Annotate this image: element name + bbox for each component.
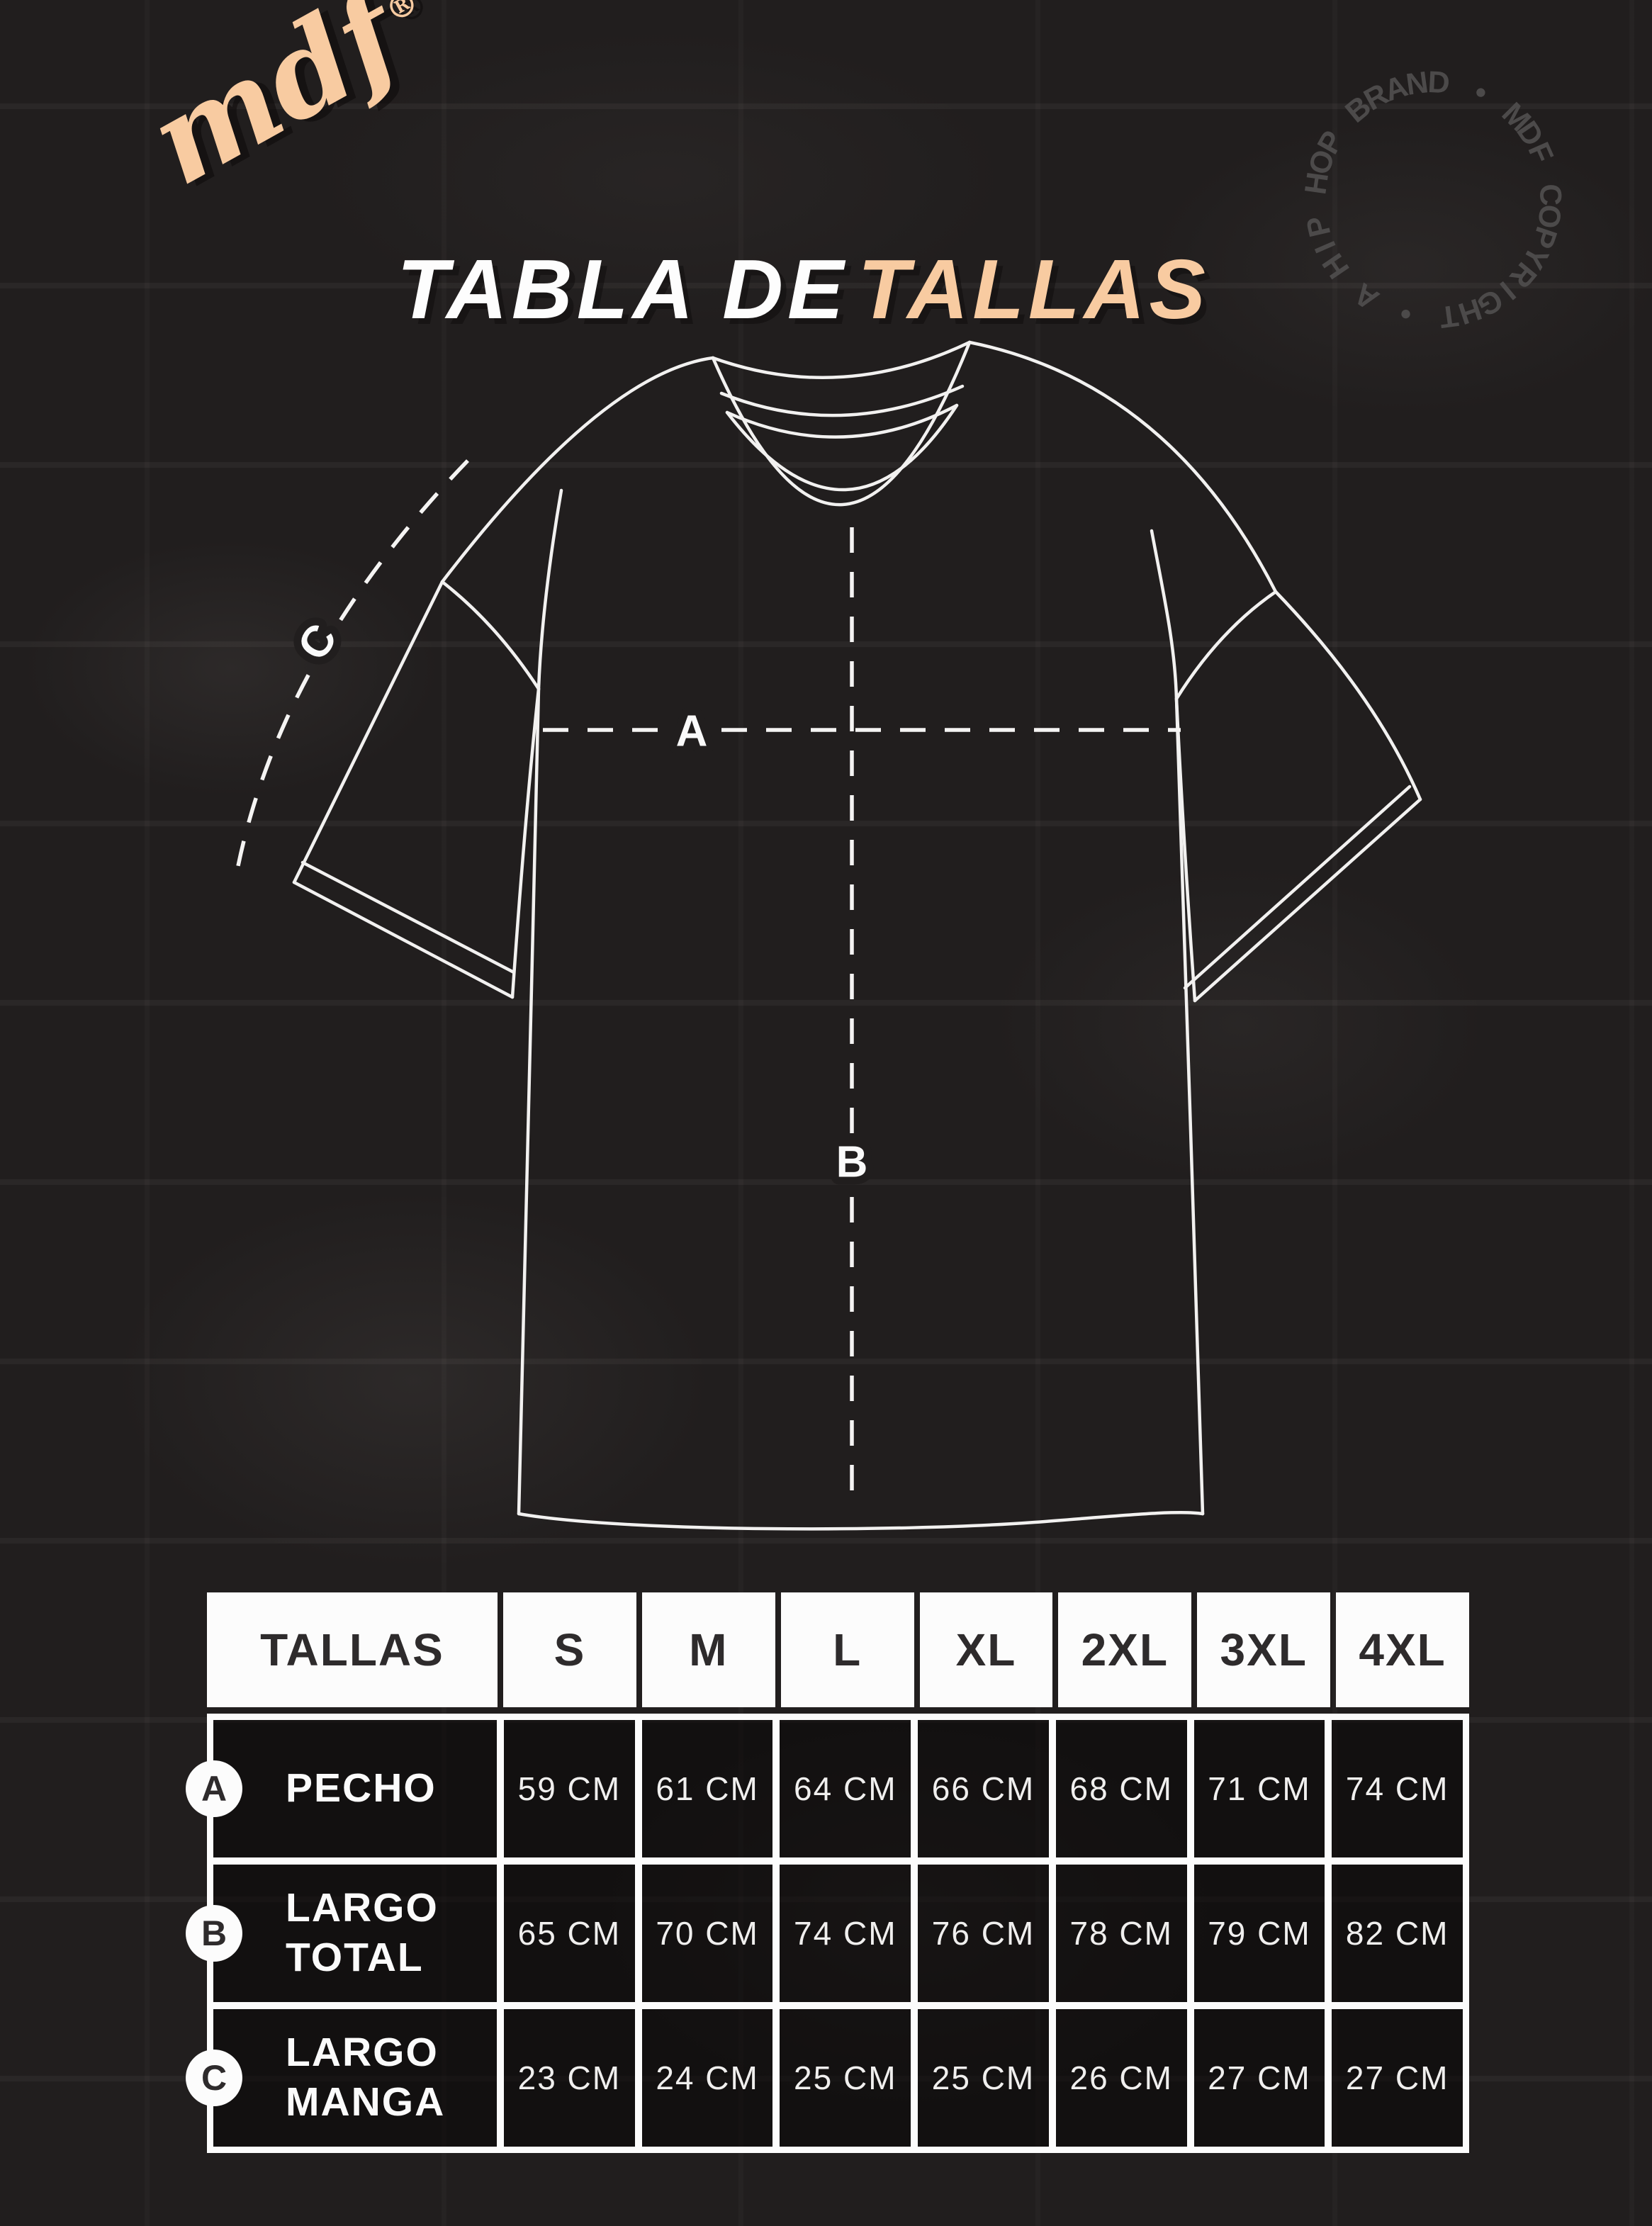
table-row: LARGO MANGA 23 CM 24 CM 25 CM 25 CM 26 CM 27 CM…: [210, 2006, 1467, 2150]
brand-logo: mdf®: [127, 0, 450, 212]
measurement-value-cell: 23 CM: [500, 2006, 639, 2150]
header-cell-size: M: [641, 1592, 775, 1707]
stamp-char: A: [1347, 276, 1386, 317]
measurement-value-cell: 26 CM: [1052, 2006, 1191, 2150]
brand-logo-text: mdf: [127, 0, 423, 213]
size-table-header: TALLAS S M L XL 2XL 3XL 4XL: [207, 1592, 1470, 1707]
row-label-line: PECHO: [286, 1765, 437, 1811]
measurement-value-cell: 78 CM: [1052, 1861, 1191, 2006]
title-highlight: TALLAS: [858, 242, 1210, 337]
sleeve-measure-line: [233, 459, 469, 881]
measurement-value-cell: 66 CM: [914, 1716, 1052, 1861]
measurement-value-cell: 61 CM: [638, 1716, 777, 1861]
row-label-line: TOTAL: [286, 1935, 424, 1980]
row-label: LARGO MANGA: [210, 2006, 500, 2150]
size-table-body: PECHO 59 CM 61 CM 64 CM 66 CM 68 CM 71 CM 74 CM…: [207, 1714, 1469, 2153]
header-cell-size: S: [503, 1592, 636, 1707]
row-badge-c: C: [186, 2050, 242, 2106]
stamp-char: T: [1437, 298, 1461, 335]
header-cell-size: 3XL: [1197, 1592, 1331, 1707]
stamp-char: •: [1468, 74, 1493, 111]
measurement-value-cell: 74 CM: [776, 1861, 915, 2006]
header-cell-tallas: TALLAS: [207, 1592, 498, 1707]
measurement-value-cell: 64 CM: [776, 1716, 915, 1861]
measure-label-c: C: [288, 615, 347, 669]
measurement-value-cell: 24 CM: [638, 2006, 777, 2150]
measurement-value-cell: 65 CM: [500, 1861, 639, 2006]
header-cell-size: 4XL: [1336, 1592, 1470, 1707]
size-table: TALLAS S M L XL 2XL 3XL 4XL PECHO 59 CM 61 CM 64 C…: [207, 1592, 1470, 2153]
measurement-value-cell: 76 CM: [914, 1861, 1052, 2006]
hip-hop-copyright-stamp: A H I P H O P B R A N D • M D F C O P Y R I G H T •: [1298, 65, 1568, 335]
tshirt-outline-icon: [292, 340, 1422, 1531]
row-label-line: MANGA: [286, 2079, 446, 2125]
measurement-value-cell: 82 CM: [1328, 1861, 1467, 2006]
table-row: LARGO TOTAL 65 CM 70 CM 74 CM 76 CM 78 CM 79 CM…: [210, 1861, 1467, 2006]
measurement-value-cell: 25 CM: [914, 2006, 1052, 2150]
measurement-value-cell: 59 CM: [500, 1716, 639, 1861]
measurement-lines: [233, 459, 1181, 1502]
title-prefix: TABLA DE: [397, 242, 848, 337]
measurement-value-cell: 74 CM: [1328, 1716, 1467, 1861]
stamp-char: N: [1404, 65, 1431, 102]
measurement-value-cell: 70 CM: [638, 1861, 777, 2006]
header-cell-size: XL: [919, 1592, 1053, 1707]
row-label: PECHO: [210, 1716, 500, 1861]
measurement-value-cell: 79 CM: [1190, 1861, 1329, 2006]
table-row: PECHO 59 CM 61 CM 64 CM 66 CM 68 CM 71 CM 74 CM: [210, 1716, 1467, 1861]
stamp-char: D: [1427, 64, 1451, 101]
page-title: TABLA DE TALLAS: [0, 240, 1629, 341]
tshirt-measurement-diagram: A B C: [233, 340, 1422, 1531]
measurement-value-cell: 27 CM: [1190, 2006, 1329, 2150]
row-badge-a: A: [186, 1760, 242, 1817]
row-label-line: LARGO: [286, 1885, 439, 1931]
stamp-char: H: [1315, 247, 1356, 285]
header-cell-size: L: [780, 1592, 914, 1707]
measurement-value-cell: 25 CM: [776, 2006, 915, 2150]
row-badge-b: B: [186, 1905, 242, 1962]
measurement-value-cell: 27 CM: [1328, 2006, 1467, 2150]
measure-label-b: B: [836, 1138, 868, 1187]
measurement-value-cell: 71 CM: [1190, 1716, 1329, 1861]
header-cell-size: 2XL: [1058, 1592, 1192, 1707]
row-label-line: LARGO: [286, 2030, 439, 2076]
measurement-value-cell: 68 CM: [1052, 1716, 1191, 1861]
measure-label-a: A: [676, 707, 708, 756]
stamp-char: P: [1300, 212, 1338, 240]
row-label: LARGO TOTAL: [210, 1861, 500, 2006]
